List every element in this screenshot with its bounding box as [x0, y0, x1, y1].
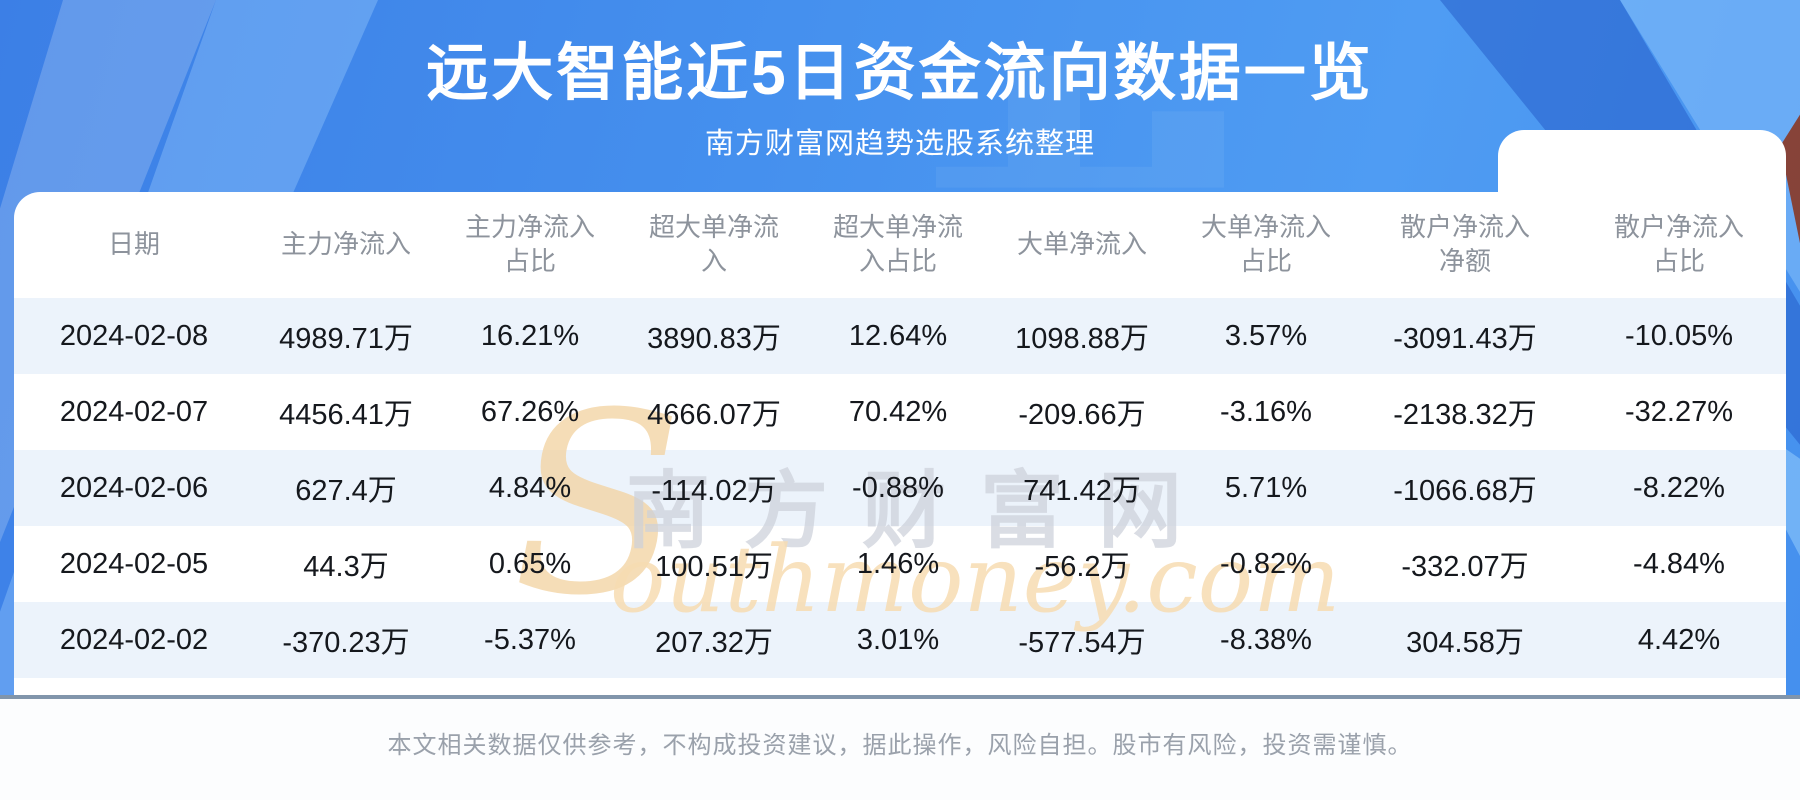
table-cell: 2024-02-02 — [59, 623, 209, 656]
table-cell: 4.42% — [1637, 623, 1721, 656]
table-cell: -1066.68万 — [1393, 475, 1537, 507]
footer-strip: 本文相关数据仅供参考，不构成投资建议，据此操作，风险自担。股市有风险，投资需谨慎… — [0, 695, 1800, 800]
table-cell: -209.66万 — [1018, 399, 1146, 431]
table-cell: 2024-02-08 — [59, 319, 209, 352]
table-header-row: 日期 主力净流入 主力净流入 占比 超大单净流 入 超大单净流 入占比 大单净流… — [14, 192, 1786, 298]
table-cell: -56.2万 — [1034, 551, 1130, 583]
table-cell: 3.57% — [1224, 319, 1308, 352]
table-cell: 70.42% — [848, 395, 948, 428]
table-cell: 4666.07万 — [647, 399, 781, 431]
table-cell: -114.02万 — [651, 475, 777, 507]
table-cell: 2024-02-06 — [59, 471, 209, 504]
col-header-large-order-net-inflow: 大单净流入 — [1016, 229, 1147, 260]
table-cell: -8.22% — [1633, 471, 1725, 504]
table-cell: 741.42万 — [1023, 475, 1141, 507]
table-row: 2024-02-05 44.3万 0.65% 100.51万 1.46% -56.2万 -0… — [14, 526, 1786, 602]
table-cell: 304.58万 — [1406, 627, 1524, 659]
col-header-large-order-net-inflow-pct: 大单净流入 占比 — [1200, 212, 1331, 276]
table-cell: -4.84% — [1633, 547, 1725, 580]
table-cell: -3091.43万 — [1393, 323, 1537, 355]
table-cell: -3.16% — [1220, 395, 1312, 428]
data-card: 日期 主力净流入 主力净流入 占比 超大单净流 入 超大单净流 入占比 大单净流… — [14, 192, 1786, 695]
disclaimer-text: 本文相关数据仅供参考，不构成投资建议，据此操作，风险自担。股市有风险，投资需谨慎… — [387, 732, 1413, 759]
table-cell: 1.46% — [856, 547, 940, 580]
table-cell: 627.4万 — [295, 475, 397, 507]
table-cell: -5.37% — [484, 623, 576, 656]
table-body: 2024-02-08 4989.71万 16.21% 3890.83万 12.64% 10… — [14, 298, 1786, 678]
table-cell: -0.88% — [852, 471, 944, 504]
table-cell: 207.32万 — [655, 627, 773, 659]
table-cell: -577.54万 — [1018, 627, 1146, 659]
col-header-xl-order-net-inflow-pct: 超大单净流 入占比 — [832, 212, 963, 276]
fund-flow-table: 日期 主力净流入 主力净流入 占比 超大单净流 入 超大单净流 入占比 大单净流… — [14, 192, 1786, 678]
table-row: 2024-02-08 4989.71万 16.21% 3890.83万 12.64% 10… — [14, 298, 1786, 374]
table-cell: 1098.88万 — [1015, 323, 1149, 355]
col-header-retail-net-inflow: 散户净流入 净额 — [1399, 212, 1530, 276]
table-cell: -332.07万 — [1401, 551, 1529, 583]
table-row: 2024-02-07 4456.41万 67.26% 4666.07万 70.42% -2… — [14, 374, 1786, 450]
col-header-retail-net-inflow-pct: 散户净流入 占比 — [1613, 212, 1744, 276]
table-cell: 4456.41万 — [279, 399, 413, 431]
table-cell: -10.05% — [1624, 319, 1733, 352]
table-cell: 67.26% — [480, 395, 580, 428]
table-cell: 4.84% — [488, 471, 572, 504]
table-row: 2024-02-02 -370.23万 -5.37% 207.32万 3.01% -577… — [14, 602, 1786, 678]
col-header-main-net-inflow: 主力净流入 — [280, 229, 411, 260]
col-header-xl-order-net-inflow: 超大单净流 入 — [648, 212, 779, 276]
table-cell: 3890.83万 — [647, 323, 781, 355]
table-cell: 4989.71万 — [279, 323, 413, 355]
table-row: 2024-02-06 627.4万 4.84% -114.02万 -0.88% 741.4… — [14, 450, 1786, 526]
table-cell: -8.38% — [1220, 623, 1312, 656]
table-cell: 3.01% — [856, 623, 940, 656]
table-cell: 2024-02-05 — [59, 547, 209, 580]
table-cell: 0.65% — [488, 547, 572, 580]
table-cell: -370.23万 — [282, 627, 410, 659]
col-header-main-net-inflow-pct: 主力净流入 占比 — [464, 212, 595, 276]
table-cell: -2138.32万 — [1393, 399, 1537, 431]
table-cell: 2024-02-07 — [59, 395, 209, 428]
table-cell: -32.27% — [1624, 395, 1733, 428]
page-title: 远大智能近5日资金流向数据一览 — [426, 39, 1374, 108]
table-cell: 100.51万 — [655, 551, 773, 583]
table-cell: 44.3万 — [303, 551, 389, 583]
table-cell: 16.21% — [480, 319, 580, 352]
page-subtitle: 南方财富网趋势选股系统整理 — [704, 128, 1095, 160]
table-cell: 12.64% — [848, 319, 948, 352]
table-cell: 5.71% — [1224, 471, 1308, 504]
col-header-date: 日期 — [107, 229, 160, 260]
table-cell: -0.82% — [1220, 547, 1312, 580]
